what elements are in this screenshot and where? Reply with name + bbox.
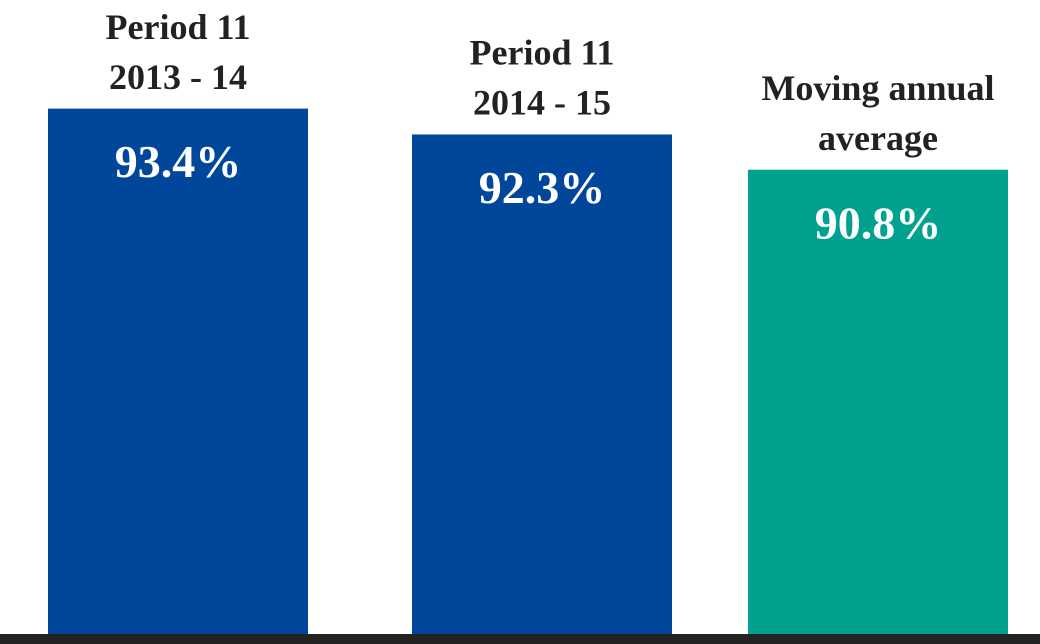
category-label: average — [818, 118, 938, 158]
category-label: Period 11 — [470, 33, 615, 73]
value-label: 90.8% — [815, 197, 942, 248]
baseline — [0, 634, 1040, 644]
category-label: 2013 - 14 — [109, 57, 247, 97]
value-label: 92.3% — [479, 162, 606, 213]
value-label: 93.4% — [115, 136, 242, 187]
category-label: Moving annual — [761, 68, 994, 108]
bar — [412, 134, 672, 635]
category-label: 2014 - 15 — [473, 83, 611, 123]
bar — [748, 169, 1008, 635]
bar — [48, 108, 308, 636]
category-label: Period 11 — [106, 7, 251, 47]
